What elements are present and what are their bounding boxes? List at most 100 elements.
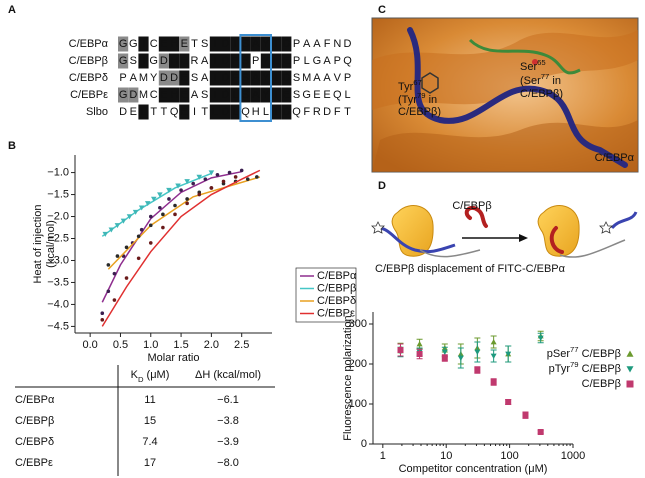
marker: [184, 179, 190, 185]
residue: E: [130, 106, 137, 118]
x-tick-label: 10: [440, 450, 452, 462]
legend-label-part: 77: [570, 345, 579, 354]
residue: H: [170, 38, 178, 50]
residue: P: [119, 72, 126, 84]
schematic: [371, 205, 638, 258]
alignment-box: [239, 34, 272, 122]
sequence-name: C/EBPα: [69, 38, 109, 50]
x-tick-label: 1.5: [173, 339, 188, 351]
residue: L: [273, 55, 279, 67]
marker: [179, 188, 183, 192]
residue: F: [324, 38, 331, 50]
marker: [144, 201, 151, 207]
residue: S: [242, 72, 249, 84]
residue-label-part: 67: [413, 78, 422, 87]
residue: D: [221, 89, 229, 101]
residue-label-part: Ser: [520, 61, 537, 73]
residue-shade: [118, 53, 129, 69]
residue: I: [275, 106, 278, 118]
table-cell: 15: [144, 415, 156, 427]
residue: H: [252, 106, 260, 118]
residue-label: Tyr67: [398, 78, 422, 93]
residue: I: [142, 38, 145, 50]
marker: [490, 339, 497, 345]
residue-shade: [271, 70, 282, 86]
residue: E: [181, 72, 188, 84]
residue-shade: [179, 104, 190, 120]
legend-label: C/EBPδ: [317, 295, 356, 307]
residue: A: [313, 38, 321, 50]
marker: [139, 227, 144, 232]
residue-shade: [240, 87, 251, 103]
residue-note-part: 79: [417, 91, 426, 100]
legend-label-part: C/EBPβ: [579, 363, 621, 375]
x-axis-label: Molar ratio: [148, 352, 200, 364]
residue-shade: [250, 36, 261, 52]
marker: [173, 212, 177, 217]
residue: M: [302, 72, 311, 84]
table-header: ΔH (kcal/mol): [195, 369, 261, 381]
residue: P: [252, 55, 259, 67]
residue: D: [323, 106, 331, 118]
marker: [167, 197, 171, 201]
residue: D: [282, 72, 290, 84]
x-tick-label: 100: [500, 450, 518, 462]
residue-shade: [230, 36, 241, 52]
residue: G: [302, 89, 311, 101]
marker: [124, 276, 129, 280]
residue: D: [282, 106, 290, 118]
y-tick-label: −1.0: [47, 166, 69, 178]
panel-label: B: [8, 140, 16, 152]
residue: R: [313, 106, 321, 118]
residue-shade: [169, 87, 180, 103]
residue: A: [252, 38, 260, 50]
residue: C: [150, 89, 158, 101]
residue: G: [129, 38, 138, 50]
residue-note: (Tyr79 in: [398, 91, 437, 106]
residue-shade: [230, 70, 241, 86]
residue: L: [232, 89, 238, 101]
marker: [537, 335, 544, 341]
fit-line: [101, 169, 261, 327]
y-tick-label: −3.0: [47, 254, 69, 266]
residue-shade: [209, 36, 220, 52]
residue: E: [181, 106, 188, 118]
marker: [106, 263, 111, 267]
x-tick-label: 0.0: [83, 339, 98, 351]
residue: S: [130, 55, 137, 67]
residue: L: [263, 106, 269, 118]
chart-title: C/EBPβ displacement of FITC-C/EBPα: [375, 263, 566, 275]
residue: T: [191, 38, 198, 50]
residue: I: [213, 55, 216, 67]
residue: I: [275, 72, 278, 84]
marker: [626, 350, 634, 357]
marker: [626, 380, 634, 388]
marker: [255, 175, 259, 179]
residue: D: [221, 55, 229, 67]
y-axis-label: Heat of injection: [32, 205, 44, 284]
sequence-name: Slbo: [86, 106, 108, 118]
marker: [108, 227, 115, 233]
marker: [537, 429, 544, 435]
table-cell: −8.0: [217, 457, 239, 469]
residue-shade: [250, 70, 261, 86]
table-cell: 11: [144, 394, 155, 406]
residue: G: [313, 55, 322, 67]
residue-shade: [260, 53, 271, 69]
marker: [161, 212, 165, 217]
marker: [100, 311, 105, 316]
residue: F: [334, 106, 341, 118]
marker: [626, 366, 634, 373]
residue: S: [242, 55, 249, 67]
x-tick-label: 1: [380, 450, 386, 462]
marker: [120, 218, 127, 224]
marker: [196, 174, 203, 180]
x-tick-label: 1000: [561, 450, 585, 462]
residue-shade: [271, 104, 282, 120]
residue: G: [119, 38, 128, 50]
residue: Q: [343, 55, 352, 67]
residue-shade: [179, 36, 190, 52]
table-header: KD (μM): [131, 369, 170, 384]
residue: S: [293, 72, 300, 84]
residue: L: [344, 89, 350, 101]
